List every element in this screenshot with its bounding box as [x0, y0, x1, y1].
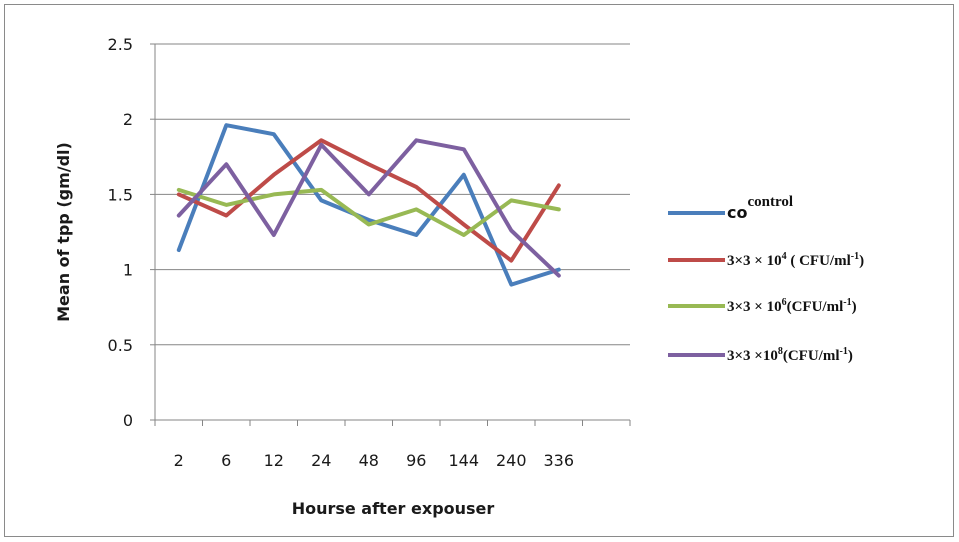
legend-label-3: 3×3 × 106(CFU/ml-1)	[727, 297, 857, 315]
x-tick-label: 24	[311, 451, 331, 470]
legend-label-close: )	[848, 348, 853, 364]
x-tick-label: 2	[174, 451, 184, 470]
x-tick-label: 96	[406, 451, 426, 470]
x-axis-title: Hourse after expouser	[292, 499, 495, 518]
legend-label-unit: (CFU/ml	[783, 348, 840, 364]
y-tick-label: 2	[123, 110, 133, 129]
series-line-4	[176, 138, 561, 278]
legend-label-unit-superscript: -1	[851, 251, 859, 262]
legend-label-unit: ( CFU/ml	[787, 253, 851, 269]
legend-label-close: )	[859, 253, 864, 269]
legend-label-base: co	[727, 203, 747, 222]
legend-label-2: 3×3 × 104 ( CFU/ml-1)	[727, 251, 864, 269]
legend-label-base: 3×3 × 10	[727, 253, 782, 269]
legend-label-base: 3×3 × 10	[727, 299, 782, 315]
y-tick-label: 0.5	[108, 336, 133, 355]
legend-label-unit-superscript: -1	[840, 346, 848, 357]
y-tick-label: 1.5	[108, 185, 133, 204]
y-tick-label: 2.5	[108, 35, 133, 54]
y-axis-title: Mean of tpp (gm/dl)	[54, 142, 73, 322]
legend-label-superscript: 8	[778, 346, 783, 357]
x-tick-label: 336	[543, 451, 574, 470]
legend-label-superscript: 4	[782, 251, 787, 262]
legend-label-unit-superscript: -1	[843, 297, 851, 308]
x-tick-label: 48	[359, 451, 379, 470]
series-line-2	[176, 138, 561, 263]
chart-frame	[4, 4, 954, 537]
series-line-3	[176, 187, 561, 237]
legend-label-4: 3×3 ×108(CFU/ml-1)	[727, 346, 853, 364]
x-tick-label: 240	[496, 451, 527, 470]
legend-label-unit: (CFU/ml	[787, 299, 844, 315]
x-tick-label: 6	[221, 451, 231, 470]
x-tick-label: 12	[264, 451, 284, 470]
legend-label-superscript: 6	[782, 297, 787, 308]
x-tick-label: 144	[448, 451, 479, 470]
legend-label-base: 3×3 ×10	[727, 348, 778, 364]
legend-label-superscript: control	[747, 194, 793, 210]
legend-label-1: cocontrol	[727, 194, 793, 222]
y-tick-label: 1	[123, 261, 133, 280]
legend-label-close: )	[852, 299, 857, 315]
y-tick-label: 0	[123, 411, 133, 430]
